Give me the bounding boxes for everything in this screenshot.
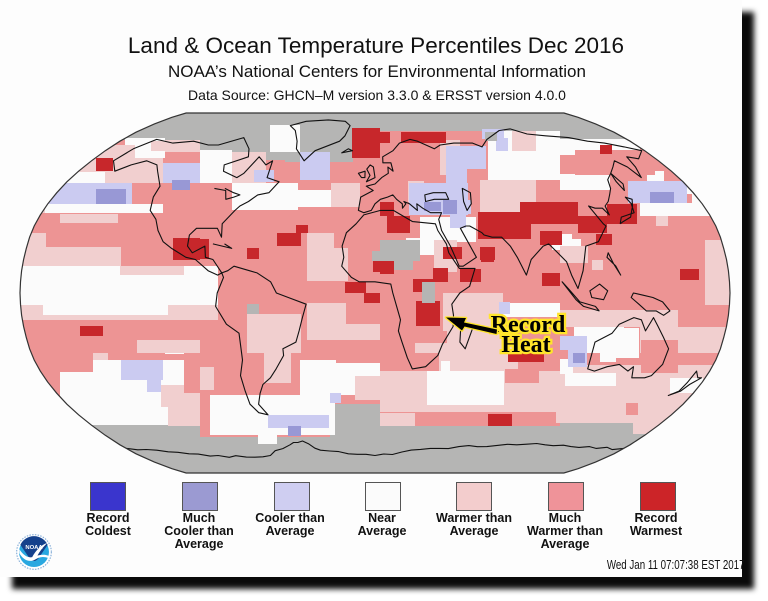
- svg-text:Heat: Heat: [501, 332, 550, 358]
- svg-text:NOAA: NOAA: [25, 545, 43, 551]
- svg-text:Record: Record: [491, 312, 566, 338]
